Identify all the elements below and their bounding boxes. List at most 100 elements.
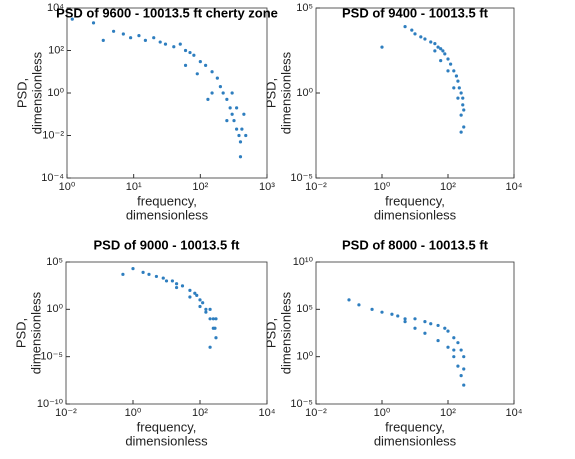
point bbox=[390, 312, 394, 316]
x-axis-label: dimensionless bbox=[126, 207, 209, 222]
point bbox=[198, 298, 202, 302]
point bbox=[201, 301, 205, 305]
point bbox=[456, 79, 460, 83]
subplot: 10⁻² 10⁰ 10² 10⁴ 10⁻¹⁰ 10⁻⁵ 10⁰ 10⁵ PSD of 9000 … bbox=[13, 237, 275, 448]
point bbox=[403, 320, 407, 324]
point bbox=[70, 17, 74, 21]
y-axis-label: dimensionless bbox=[28, 291, 43, 374]
y-axis-label: PSD, bbox=[263, 318, 278, 348]
point bbox=[433, 49, 437, 53]
point bbox=[423, 331, 427, 335]
point bbox=[188, 295, 192, 299]
point bbox=[244, 133, 248, 138]
point bbox=[161, 276, 165, 280]
point bbox=[403, 317, 407, 321]
point bbox=[456, 364, 460, 368]
point bbox=[121, 272, 125, 276]
point bbox=[225, 119, 229, 123]
x-axis-label: frequency, bbox=[137, 193, 197, 208]
point bbox=[188, 288, 192, 292]
point bbox=[225, 97, 229, 101]
point bbox=[461, 96, 465, 100]
point bbox=[452, 86, 456, 90]
y-tick-label: 10⁰ bbox=[46, 303, 63, 315]
point bbox=[461, 103, 465, 107]
point bbox=[210, 70, 214, 74]
point bbox=[195, 72, 199, 76]
subplot: 10⁻² 10⁰ 10² 10⁴ 10⁻⁵ 10⁰ 10⁵ PSD of 9400 - 100… bbox=[263, 2, 522, 223]
point bbox=[452, 336, 456, 340]
point bbox=[462, 383, 466, 387]
point bbox=[208, 317, 212, 321]
x-axis-label: dimensionless bbox=[374, 207, 457, 222]
axes-box bbox=[66, 7, 268, 179]
point bbox=[158, 40, 162, 44]
point bbox=[459, 130, 463, 134]
point bbox=[446, 57, 450, 61]
x-axis-label: dimensionless bbox=[125, 433, 208, 448]
point bbox=[154, 274, 159, 279]
point bbox=[206, 97, 210, 101]
point bbox=[462, 367, 466, 371]
point bbox=[174, 285, 179, 290]
point bbox=[439, 47, 443, 51]
point bbox=[238, 155, 243, 159]
point bbox=[101, 38, 105, 42]
point bbox=[208, 307, 212, 311]
point bbox=[111, 29, 116, 33]
x-axis-label: frequency, bbox=[385, 193, 445, 208]
point bbox=[204, 307, 208, 311]
point bbox=[178, 42, 182, 46]
point bbox=[439, 59, 443, 63]
x-tick-label: 10⁻² bbox=[305, 407, 327, 419]
x-tick-label: 10² bbox=[192, 181, 208, 193]
point bbox=[170, 279, 174, 283]
point bbox=[429, 322, 433, 326]
subplot-title: PSD of 9000 - 10013.5 ft bbox=[94, 237, 241, 252]
point bbox=[174, 282, 179, 286]
point bbox=[459, 348, 463, 352]
x-axis-label: frequency, bbox=[137, 419, 197, 434]
point bbox=[137, 34, 141, 38]
point bbox=[141, 270, 145, 274]
x-tick-label: 10² bbox=[192, 407, 208, 419]
point bbox=[237, 133, 241, 138]
y-axis-label: PSD, bbox=[263, 78, 278, 108]
y-tick-label: 10⁰ bbox=[47, 87, 64, 99]
point bbox=[228, 106, 232, 110]
axes-box bbox=[315, 261, 515, 405]
point bbox=[462, 125, 466, 129]
point bbox=[423, 37, 427, 41]
point bbox=[213, 326, 217, 330]
y-tick-label: 10⁻² bbox=[42, 129, 64, 141]
x-axis-label: dimensionless bbox=[374, 433, 457, 448]
subplot: 10⁻² 10⁰ 10² 10⁴ 10⁻⁵ 10⁰ 10⁵ 10¹⁰ PSD of 8000 -… bbox=[263, 237, 522, 448]
point bbox=[443, 52, 447, 56]
point bbox=[208, 345, 212, 349]
point bbox=[230, 91, 234, 95]
x-tick-label: 10⁴ bbox=[506, 181, 523, 193]
axes-box bbox=[65, 261, 268, 405]
y-tick-label: 10⁻¹⁰ bbox=[37, 398, 64, 410]
y-tick-label: 10⁻⁵ bbox=[290, 398, 313, 410]
y-tick-label: 10⁴ bbox=[47, 2, 64, 14]
point bbox=[152, 36, 156, 40]
point bbox=[413, 326, 417, 330]
point bbox=[380, 45, 384, 49]
point bbox=[403, 25, 407, 29]
point bbox=[429, 40, 433, 44]
subplot-title: PSD of 9400 - 10013.5 ft bbox=[342, 5, 489, 20]
y-tick-label: 10⁻⁵ bbox=[40, 351, 63, 363]
x-tick-label: 10⁰ bbox=[374, 181, 391, 193]
x-tick-label: 10¹ bbox=[126, 181, 142, 193]
point bbox=[456, 341, 460, 345]
x-tick-label: 10⁰ bbox=[125, 407, 142, 419]
point bbox=[423, 320, 427, 324]
point bbox=[232, 119, 236, 123]
subplot-title: PSD of 9600 - 10013.5 ft cherty zone bbox=[56, 5, 278, 20]
point bbox=[446, 329, 450, 333]
point bbox=[164, 279, 169, 283]
point bbox=[396, 314, 400, 318]
point bbox=[163, 42, 168, 46]
